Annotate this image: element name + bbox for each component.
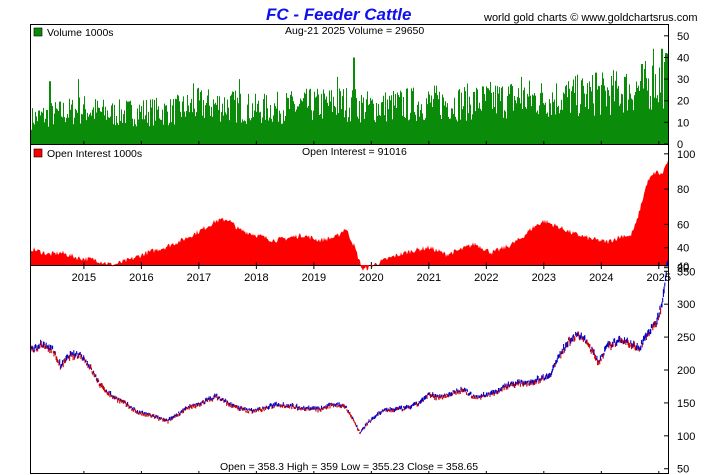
open-interest-y-tick-label: 20	[677, 263, 689, 275]
credit-text: world gold charts © www.goldchartsrus.co…	[483, 12, 698, 24]
volume-series	[31, 48, 668, 144]
volume-y-tick-label: 50	[677, 31, 689, 43]
open-interest-y-tick-label: 40	[677, 243, 689, 255]
price-series	[30, 260, 669, 434]
year-tick-label: 2021	[417, 272, 441, 284]
volume-y-tick-label: 10	[677, 117, 689, 129]
chart-title: FC - Feeder Cattle	[266, 5, 411, 24]
price-ohlc-info: Open = 358.3 High = 359 Low = 355.23 Clo…	[220, 461, 478, 473]
open-interest-y-tick-label: 80	[677, 184, 689, 196]
price-y-tick-label: 250	[677, 332, 695, 344]
price-y-tick-label: 300	[677, 299, 695, 311]
year-tick-label: 2022	[474, 272, 498, 284]
year-tick-label: 2023	[532, 272, 556, 284]
year-tick-label: 2016	[129, 272, 153, 284]
price-y-tick-label: 200	[677, 365, 695, 377]
open-interest-legend-swatch	[33, 148, 43, 158]
year-tick-label: 2017	[187, 272, 211, 284]
volume-y-tick-label: 0	[677, 139, 683, 151]
volume-y-tick-label: 20	[677, 96, 689, 108]
price-y-tick-label: 100	[677, 431, 695, 443]
year-tick-label: 2024	[589, 272, 613, 284]
open-interest-series	[31, 160, 668, 271]
price-y-tick-label: 350	[677, 266, 695, 278]
axis-ticks: 0102030405040204060801005010015020025030…	[72, 31, 696, 475]
volume-legend-swatch	[33, 27, 43, 37]
year-tick-label: 2018	[244, 272, 268, 284]
open-interest-y-tick-label: 100	[677, 149, 695, 161]
open-interest-area	[31, 160, 668, 271]
price-panel-frame	[30, 265, 669, 474]
year-tick-label: 2025	[647, 272, 671, 284]
year-tick-label: 2019	[302, 272, 326, 284]
price-y-tick-label: 50	[677, 464, 689, 475]
open-interest-y-tick-label: 60	[677, 219, 689, 231]
year-tick-label: 2020	[359, 272, 383, 284]
open-interest-legend: Open Interest 1000s	[47, 148, 142, 160]
volume-info: Aug-21 2025 Volume = 29650	[285, 25, 424, 37]
open-interest-y-tick-label: 40	[677, 261, 689, 273]
volume-y-tick-label: 40	[677, 52, 689, 64]
open-interest-info: Open Interest = 91016	[302, 146, 407, 158]
volume-legend: Volume 1000s	[47, 27, 114, 39]
volume-y-tick-label: 30	[677, 74, 689, 86]
year-tick-label: 2015	[72, 272, 96, 284]
price-y-tick-label: 150	[677, 398, 695, 410]
